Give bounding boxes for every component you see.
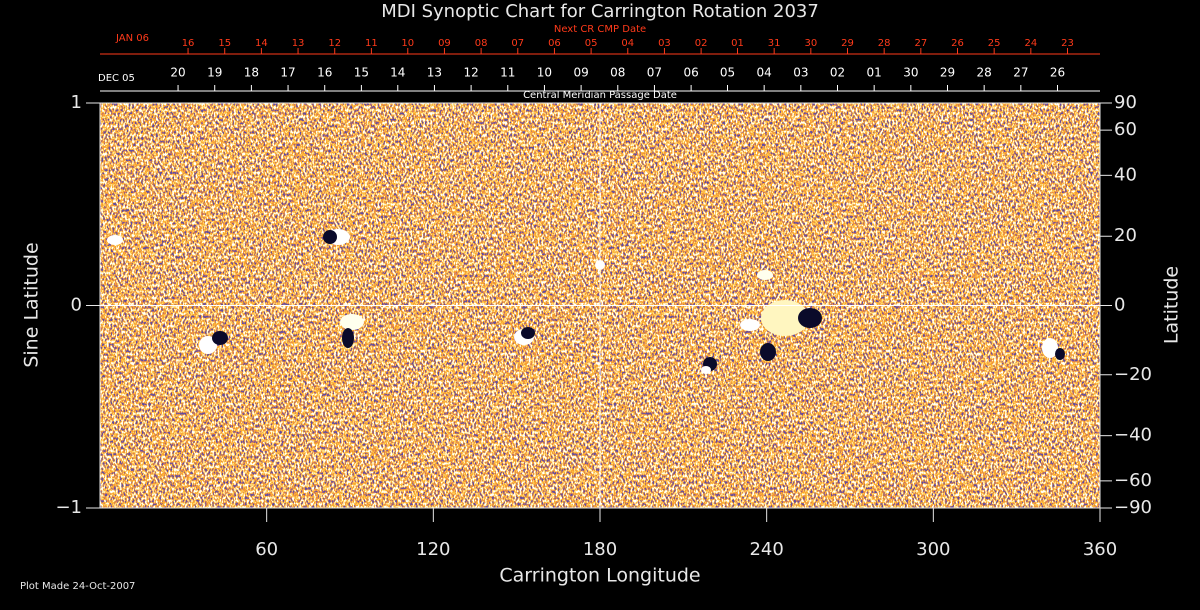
- date-tick-label: 26: [951, 38, 964, 49]
- y2-tick-label: −60: [1114, 470, 1152, 491]
- y2-tick-label: 60: [1114, 119, 1137, 140]
- date-axis-title: Next CR CMP Date: [554, 24, 646, 35]
- date-tick-label: 12: [463, 66, 478, 80]
- date-tick-label: 13: [427, 66, 442, 80]
- date-tick-label: 10: [537, 66, 552, 80]
- plot-note: Plot Made 24-Oct-2007: [20, 581, 135, 592]
- date-axis-title: Central Meridian Passage Date: [523, 90, 677, 101]
- date-tick-label: 04: [757, 66, 772, 80]
- date-tick-label: 15: [354, 66, 369, 80]
- x-tick-label: 180: [583, 539, 617, 560]
- date-tick-label: 26: [1050, 66, 1065, 80]
- date-tick-label: 12: [328, 38, 341, 49]
- date-tick-label: 10: [401, 38, 414, 49]
- date-tick-label: 29: [841, 38, 854, 49]
- date-tick-label: 25: [988, 38, 1001, 49]
- date-tick-label: 24: [1024, 38, 1037, 49]
- date-tick-label: 11: [365, 38, 378, 49]
- date-tick-label: 14: [390, 66, 405, 80]
- y2-tick-label: −90: [1114, 497, 1152, 518]
- date-tick-label: 02: [695, 38, 708, 49]
- date-tick-label: 15: [218, 38, 231, 49]
- date-tick-label: 03: [658, 38, 671, 49]
- y2-tick-label: 0: [1114, 295, 1125, 316]
- y-tick-label: 1: [71, 92, 82, 113]
- date-tick-label: 05: [720, 66, 735, 80]
- active-regions: [107, 229, 1065, 374]
- y2-tick-label: 20: [1114, 225, 1137, 246]
- x-tick-label: 240: [749, 539, 783, 560]
- y2-axis-label: Latitude: [1161, 266, 1183, 344]
- date-tick-label: 20: [170, 66, 185, 80]
- date-tick-label: 13: [292, 38, 305, 49]
- chart-title: MDI Synoptic Chart for Carrington Rotati…: [381, 1, 819, 22]
- date-axis-start: JAN 06: [115, 33, 149, 44]
- date-tick-label: 16: [317, 66, 332, 80]
- date-tick-label: 19: [207, 66, 222, 80]
- date-tick-label: 27: [1013, 66, 1028, 80]
- date-tick-label: 11: [500, 66, 515, 80]
- x-tick-label: 300: [916, 539, 950, 560]
- y2-tick-label: −40: [1114, 425, 1152, 446]
- date-tick-label: 27: [914, 38, 927, 49]
- date-tick-label: 17: [280, 66, 295, 80]
- y-tick-label: −1: [55, 497, 82, 518]
- date-tick-label: 01: [731, 38, 744, 49]
- y2-tick-label: −20: [1114, 364, 1152, 385]
- x-axis-label: Carrington Longitude: [499, 565, 700, 587]
- date-tick-label: 08: [610, 66, 625, 80]
- date-tick-label: 02: [830, 66, 845, 80]
- y-axis-label: Sine Latitude: [21, 242, 43, 367]
- date-tick-label: 03: [793, 66, 808, 80]
- x-tick-label: 360: [1083, 539, 1117, 560]
- date-tick-label: 16: [182, 38, 195, 49]
- date-axis-start: DEC 05: [98, 73, 135, 84]
- date-tick-label: 04: [621, 38, 634, 49]
- date-tick-label: 06: [548, 38, 561, 49]
- date-tick-label: 18: [244, 66, 259, 80]
- date-tick-label: 09: [438, 38, 451, 49]
- date-tick-label: 07: [511, 38, 524, 49]
- date-tick-label: 01: [867, 66, 882, 80]
- date-tick-label: 07: [647, 66, 662, 80]
- date-tick-label: 30: [903, 66, 918, 80]
- date-tick-label: 28: [977, 66, 992, 80]
- x-tick-label: 60: [255, 539, 278, 560]
- date-tick-label: 30: [804, 38, 817, 49]
- date-tick-label: 06: [683, 66, 698, 80]
- date-tick-label: 28: [878, 38, 891, 49]
- date-tick-label: 05: [585, 38, 598, 49]
- date-tick-label: 31: [768, 38, 781, 49]
- date-tick-label: 29: [940, 66, 955, 80]
- date-tick-label: 09: [573, 66, 588, 80]
- y2-tick-label: 90: [1114, 92, 1137, 113]
- date-tick-label: 08: [475, 38, 488, 49]
- x-tick-label: 120: [416, 539, 450, 560]
- y2-tick-label: 40: [1114, 164, 1137, 185]
- date-tick-label: 14: [255, 38, 268, 49]
- date-tick-label: 23: [1061, 38, 1074, 49]
- y-tick-label: 0: [71, 295, 82, 316]
